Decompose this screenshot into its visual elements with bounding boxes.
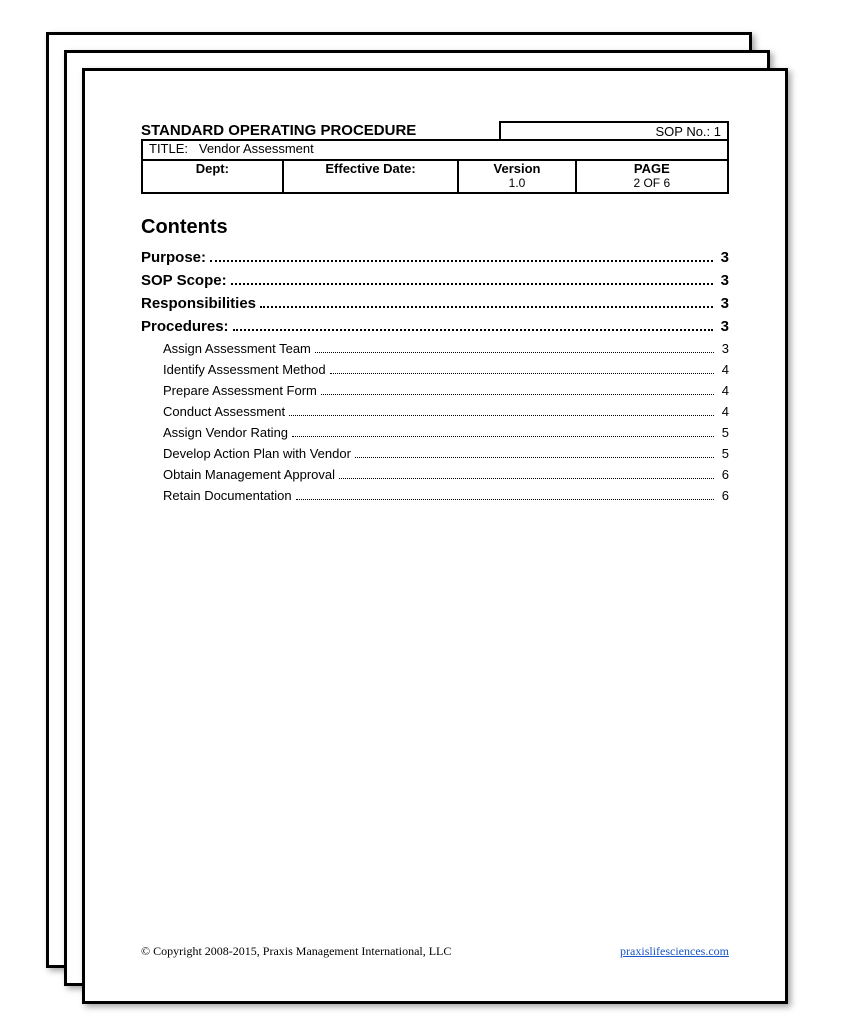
- toc-leaders: [315, 352, 714, 353]
- header-meta-row: Dept: Effective Date: Version 1.0 PAGE 2…: [142, 160, 728, 193]
- toc-label: Assign Vendor Rating: [163, 425, 288, 440]
- toc-subentry: Retain Documentation 6: [141, 488, 729, 503]
- toc-page: 3: [717, 295, 729, 312]
- toc-label: Identify Assessment Method: [163, 362, 326, 377]
- toc-subentry: Conduct Assessment 4: [141, 404, 729, 419]
- contents-heading: Contents: [141, 216, 729, 239]
- toc-subentry: Identify Assessment Method 4: [141, 362, 729, 377]
- document-footer: © Copyright 2008-2015, Praxis Management…: [141, 944, 729, 959]
- header-table: TITLE: Vendor Assessment Dept: Effective…: [141, 139, 729, 194]
- toc-label: Conduct Assessment: [163, 404, 285, 419]
- toc-label: Develop Action Plan with Vendor: [163, 446, 351, 461]
- page-content: STANDARD OPERATING PROCEDURE SOP No.: 1 …: [85, 71, 785, 1001]
- toc-entry: Procedures: 3: [141, 318, 729, 335]
- header-effdate-label: Effective Date:: [325, 161, 415, 176]
- toc-leaders: [260, 306, 713, 308]
- toc-page: 4: [718, 383, 729, 398]
- toc-leaders: [292, 436, 714, 437]
- toc-label: Prepare Assessment Form: [163, 383, 317, 398]
- header-sop-number: SOP No.: 1: [499, 121, 729, 139]
- toc-entry: Purpose: 3: [141, 249, 729, 266]
- header-title-cell: TITLE: Vendor Assessment: [142, 140, 728, 160]
- header-dept-label: Dept:: [196, 161, 229, 176]
- toc-leaders: [233, 329, 713, 331]
- toc-subentry: Assign Vendor Rating 5: [141, 425, 729, 440]
- toc-label: Obtain Management Approval: [163, 467, 335, 482]
- toc-page: 5: [718, 446, 729, 461]
- header-row-top: STANDARD OPERATING PROCEDURE SOP No.: 1: [141, 121, 729, 139]
- toc-leaders: [339, 478, 714, 479]
- toc-leaders: [321, 394, 714, 395]
- document-stack: STANDARD OPERATING PROCEDURE SOP No.: 1 …: [0, 0, 851, 1024]
- toc-subentry: Assign Assessment Team 3: [141, 341, 729, 356]
- header-version-label: Version: [494, 161, 541, 176]
- toc-label: Procedures:: [141, 318, 229, 335]
- header-title-value: Vendor Assessment: [199, 141, 314, 156]
- toc-page: 5: [718, 425, 729, 440]
- header-page-cell: PAGE 2 OF 6: [576, 160, 728, 193]
- toc-entry: Responsibilities 3: [141, 295, 729, 312]
- toc-leaders: [289, 415, 714, 416]
- toc-label: Responsibilities: [141, 295, 256, 312]
- toc-label: Retain Documentation: [163, 488, 292, 503]
- toc-subentry: Develop Action Plan with Vendor 5: [141, 446, 729, 461]
- toc-label: Assign Assessment Team: [163, 341, 311, 356]
- toc-leaders: [296, 499, 714, 500]
- header-effdate-cell: Effective Date:: [283, 160, 459, 193]
- page-front: STANDARD OPERATING PROCEDURE SOP No.: 1 …: [82, 68, 788, 1004]
- header-title-label: TITLE:: [149, 141, 188, 156]
- header-version-value: 1.0: [465, 176, 568, 190]
- toc-subentry: Prepare Assessment Form 4: [141, 383, 729, 398]
- header-title-row: TITLE: Vendor Assessment: [142, 140, 728, 160]
- toc-leaders: [355, 457, 714, 458]
- toc-page: 3: [717, 318, 729, 335]
- toc-entry: SOP Scope: 3: [141, 272, 729, 289]
- header-version-cell: Version 1.0: [458, 160, 575, 193]
- header-page-label: PAGE: [634, 161, 670, 176]
- toc-leaders: [231, 283, 713, 285]
- table-of-contents: Purpose: 3 SOP Scope: 3 Responsibilities…: [141, 249, 729, 503]
- toc-subentry: Obtain Management Approval 6: [141, 467, 729, 482]
- header-page-value: 2 OF 6: [583, 176, 721, 190]
- toc-page: 3: [717, 249, 729, 266]
- toc-page: 6: [718, 467, 729, 482]
- toc-page: 6: [718, 488, 729, 503]
- toc-label: SOP Scope:: [141, 272, 227, 289]
- toc-page: 3: [717, 272, 729, 289]
- toc-page: 4: [718, 404, 729, 419]
- footer-link[interactable]: praxislifesciences.com: [620, 944, 729, 959]
- footer-copyright: © Copyright 2008-2015, Praxis Management…: [141, 944, 451, 959]
- header-main-title: STANDARD OPERATING PROCEDURE: [141, 122, 424, 139]
- toc-page: 4: [718, 362, 729, 377]
- toc-leaders: [210, 260, 713, 262]
- toc-page: 3: [718, 341, 729, 356]
- header-dept-cell: Dept:: [142, 160, 283, 193]
- toc-leaders: [330, 373, 714, 374]
- toc-label: Purpose:: [141, 249, 206, 266]
